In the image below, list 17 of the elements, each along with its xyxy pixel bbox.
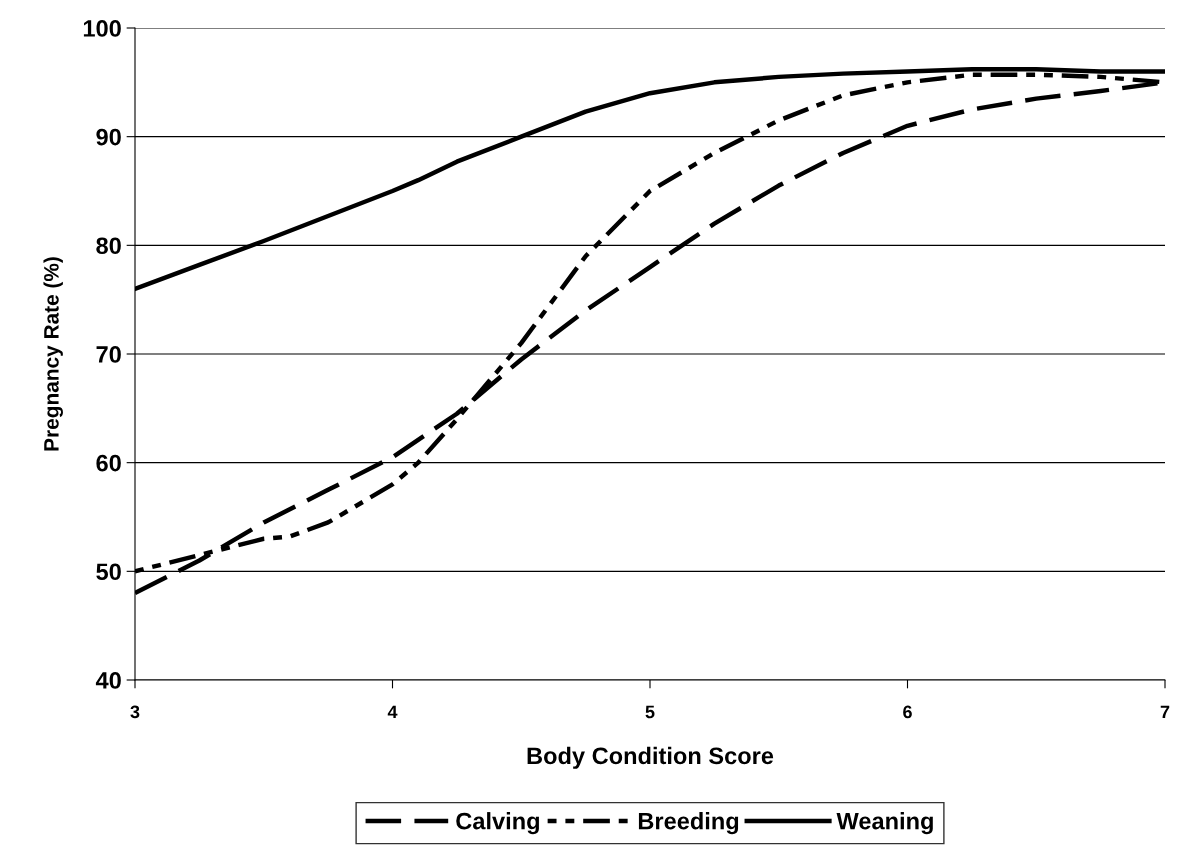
x-tick-label: 3 (130, 705, 140, 719)
y-tick-label: 80 (96, 237, 121, 255)
x-axis-title: Body Condition Score (527, 746, 774, 769)
y-tick-label: 90 (96, 128, 121, 146)
y-tick-label: 70 (96, 346, 121, 363)
y-axis-title: Pregnancy Rate (%) (43, 257, 63, 451)
y-tick-label: 60 (96, 454, 121, 472)
x-tick-label: 6 (903, 705, 912, 719)
legend-label: Breeding (638, 812, 739, 835)
x-tick-label: 4 (387, 705, 398, 719)
legend-label: Calving (456, 812, 539, 835)
y-tick-label: 50 (96, 563, 121, 581)
legend-label: Weaning (836, 812, 933, 835)
x-tick-label: 5 (645, 705, 655, 719)
x-tick-label: 7 (1160, 705, 1170, 719)
y-tick-label: 100 (83, 20, 121, 37)
y-tick-label: 40 (95, 672, 121, 689)
